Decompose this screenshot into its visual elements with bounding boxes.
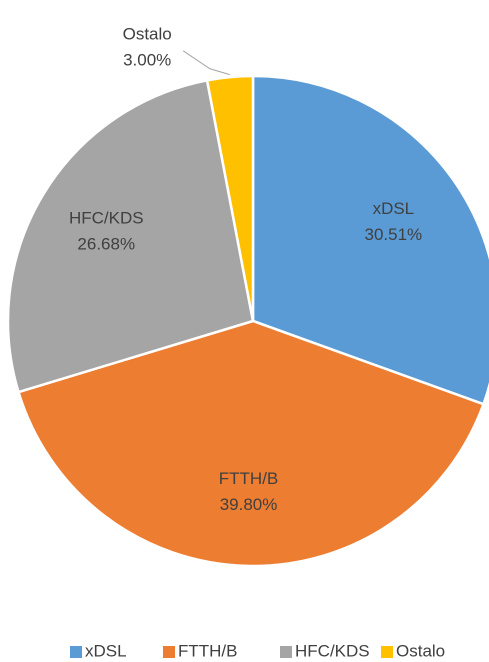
legend-swatch (70, 646, 82, 658)
legend-label: Ostalo (396, 641, 445, 660)
pie-slice (251, 74, 489, 406)
slice-label: HFC/KDS (69, 209, 144, 228)
slice-label: FTTH/B (219, 469, 279, 488)
slice-label: xDSL (373, 199, 415, 218)
slice-value-label: 3.00% (123, 50, 171, 69)
slice-value-label: 39.80% (220, 495, 278, 514)
pie-slice (6, 78, 255, 394)
pie-slice (205, 74, 255, 322)
legend-label: FTTH/B (178, 641, 238, 660)
legend-swatch (280, 646, 292, 658)
legend-label: xDSL (85, 641, 127, 660)
slice-value-label: 26.68% (77, 235, 135, 254)
slice-value-label: 30.51% (365, 225, 423, 244)
pie-slice (16, 319, 486, 568)
leader-line (182, 50, 230, 76)
legend-swatch (163, 646, 175, 658)
legend-label: HFC/KDS (295, 641, 370, 660)
slice-label: Ostalo (123, 24, 172, 43)
legend-swatch (381, 646, 393, 658)
